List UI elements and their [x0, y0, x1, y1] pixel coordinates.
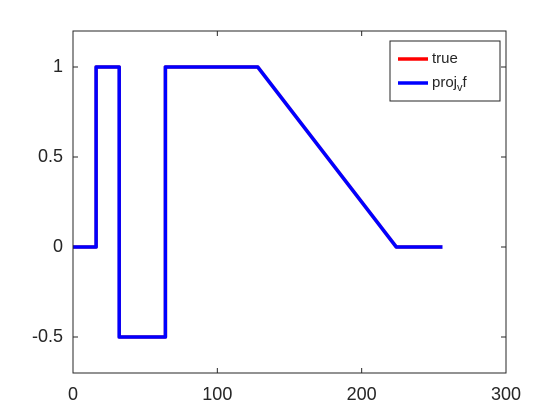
legend-label: projvf — [432, 74, 468, 94]
line — [73, 65, 443, 339]
legend-box — [389, 40, 501, 102]
y-tick-label: 0.5 — [38, 146, 63, 166]
y-tick-label: 1 — [53, 56, 63, 76]
y-tick-label: -0.5 — [32, 326, 63, 346]
y-tick-label: 0 — [53, 236, 63, 256]
axes-box — [72, 30, 507, 374]
legend-label: true — [432, 50, 458, 67]
x-tick-label: 0 — [68, 384, 78, 404]
x-tick-label: 200 — [347, 384, 377, 404]
x-tick-label: 300 — [491, 384, 521, 404]
x-tick-label: 100 — [202, 384, 232, 404]
